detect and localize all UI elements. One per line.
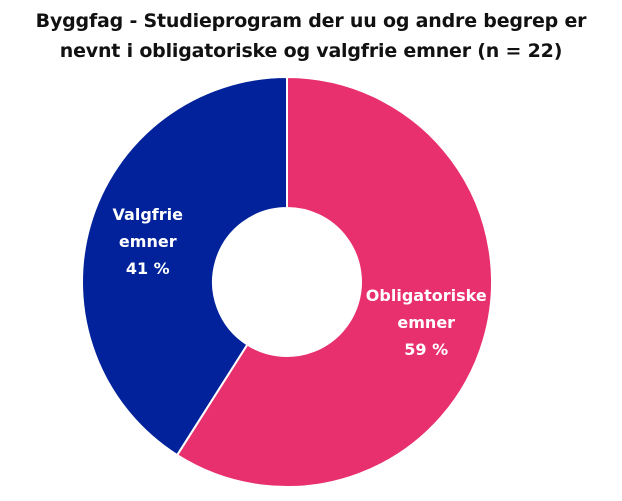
chart-title: Byggfag - Studieprogram der uu og andre … bbox=[0, 6, 622, 66]
chart-title-line-2: nevnt i obligatoriske og valgfrie emner … bbox=[59, 40, 563, 62]
slice-0 bbox=[175, 75, 493, 488]
slice-0-label-line-1: emner bbox=[397, 313, 455, 332]
slice-0-value-label: 59 % bbox=[404, 340, 448, 359]
slice-1-value-label: 41 % bbox=[126, 259, 170, 278]
chart-title-line-1: Byggfag - Studieprogram der uu og andre … bbox=[35, 10, 587, 32]
slice-1-label-line-1: emner bbox=[119, 232, 177, 251]
slice-1-label-line-0: Valgfrie bbox=[113, 205, 184, 224]
labels-group: Obligatoriske emner 59 % Valgfrie emner 41 % bbox=[113, 205, 487, 359]
slices-group bbox=[81, 75, 493, 488]
slice-1 bbox=[81, 75, 288, 457]
slice-0-label-line-0: Obligatoriske bbox=[366, 286, 487, 305]
